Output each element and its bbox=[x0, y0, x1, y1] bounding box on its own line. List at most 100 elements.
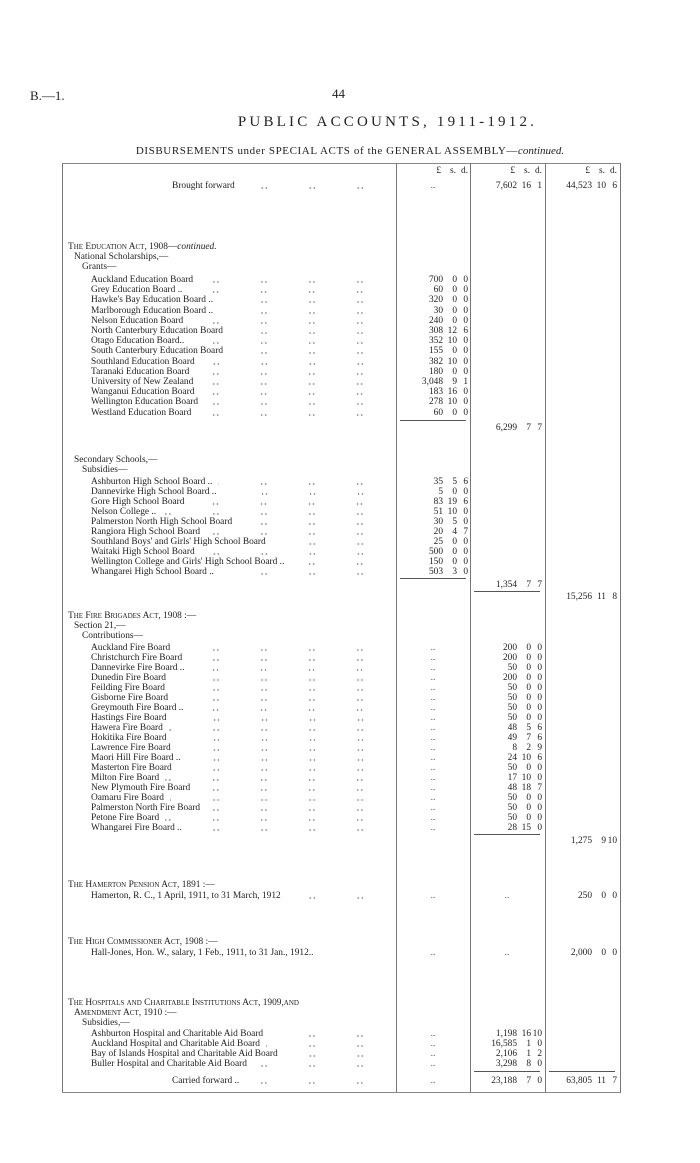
amount-shillings: 12 bbox=[447, 326, 457, 336]
dot-leader bbox=[169, 793, 396, 803]
column-divider bbox=[545, 163, 546, 1093]
act-title: The Fire Brigades Act bbox=[68, 611, 159, 621]
table-row: Nelson College .. 51 10 0 bbox=[62, 507, 620, 517]
row-description: New Plymouth Fire Board bbox=[91, 783, 396, 793]
empty-amount-dots: .. bbox=[430, 663, 436, 673]
table-row: 15,256 11 8 bbox=[62, 592, 620, 602]
row-label: Wanganui Education Board bbox=[91, 387, 195, 398]
amount: 60 0 0 bbox=[396, 285, 470, 295]
dot-leader bbox=[170, 683, 396, 693]
table-row: Dunedin Fire Board.. 200 0 0 bbox=[62, 673, 620, 683]
row-description: Rangiora High School Board bbox=[91, 527, 396, 537]
amount-pounds: 6,299 bbox=[495, 423, 517, 433]
amount-shillings: 0 bbox=[452, 537, 457, 547]
amount-shillings: 10 bbox=[447, 336, 457, 347]
row-description: Auckland Fire Board bbox=[91, 643, 396, 653]
table-row: Palmerston North High School Board 30 5 0 bbox=[62, 517, 620, 527]
amount-pounds: 50 bbox=[507, 693, 517, 703]
amount-shillings: 0 bbox=[452, 557, 457, 567]
row-description: Hokitika Fire Board bbox=[91, 733, 396, 743]
amount-shillings: 11 bbox=[596, 1076, 606, 1086]
amount-pence: 0 bbox=[537, 793, 542, 803]
subtitle-main: DISBURSEMENTS under SPECIAL ACTS of the … bbox=[135, 145, 519, 157]
amount: 352 10 0 bbox=[396, 336, 470, 346]
table-row: Maori Hill Fire Board .... 24 10 6 bbox=[62, 753, 620, 763]
row-label: Hamerton, R. C., 1 April, 1911, to 31 Ma… bbox=[91, 891, 281, 901]
row-description: Hall-Jones, Hon. W., salary, 1 Feb., 191… bbox=[91, 948, 396, 958]
dot-leader bbox=[240, 181, 396, 191]
amount-pence: 0 bbox=[463, 567, 468, 577]
amount-pence: 0 bbox=[463, 275, 468, 285]
amount: 83 19 6 bbox=[396, 497, 470, 507]
dot-leader bbox=[200, 387, 396, 398]
row-description: Wellington College and Girls' High Schoo… bbox=[91, 557, 396, 567]
row-label: , 1908 :— bbox=[179, 937, 218, 947]
header-pounds: £ bbox=[585, 166, 590, 176]
row-description: The High Commissioner Act, 1908 :— bbox=[68, 937, 396, 947]
dot-leader bbox=[218, 477, 396, 487]
dot-leader bbox=[200, 547, 396, 557]
table-row: 1,275 9 10 bbox=[62, 836, 620, 846]
amount-pounds: 5 bbox=[438, 487, 443, 497]
amount-pounds: 23,188 bbox=[491, 1076, 517, 1086]
table-row: Section 21,— bbox=[62, 621, 620, 631]
amount-shillings: 10 bbox=[447, 356, 457, 367]
amount-pence: 2 bbox=[537, 1049, 542, 1059]
header-pounds: £ bbox=[436, 166, 441, 176]
amount-pence: 10 bbox=[607, 836, 617, 846]
table-row: Petone Fire Board.. 50 0 0 bbox=[62, 813, 620, 823]
amount-shillings: 0 bbox=[526, 813, 531, 823]
empty-amount-dots: .. bbox=[430, 1029, 436, 1039]
amount-pence: 0 bbox=[537, 1059, 542, 1069]
empty-amount-dots: .. bbox=[430, 1076, 436, 1086]
sum-rule bbox=[400, 578, 466, 579]
dot-leader bbox=[290, 557, 396, 567]
amount: 50 0 0 bbox=[470, 703, 544, 713]
dot-leader bbox=[222, 487, 396, 497]
act-title: The Hamerton Pension Act bbox=[68, 880, 177, 890]
row-description: The Fire Brigades Act, 1908 :— bbox=[68, 611, 396, 621]
row-description: North Canterbury Education Board bbox=[91, 326, 396, 336]
amount-shillings: 7 bbox=[526, 733, 531, 743]
amount-pence: 0 bbox=[537, 663, 542, 673]
amount-shillings: 7 bbox=[526, 1076, 531, 1086]
empty-amount-dots: .. bbox=[430, 643, 436, 653]
row-description: Ashburton High School Board .. bbox=[91, 477, 396, 487]
act-title: The Education Act bbox=[68, 242, 145, 252]
table-row: Wanganui Education Board 183 16 0 bbox=[62, 387, 620, 398]
row-description: The Hospitals and Charitable Institution… bbox=[68, 998, 396, 1008]
row-label: Petone Fire Board bbox=[91, 813, 160, 823]
amount-pounds: 20 bbox=[433, 527, 443, 537]
act-title-suffix: and bbox=[283, 998, 299, 1008]
amount-pounds: 700 bbox=[428, 275, 443, 285]
row-description: Hawke's Bay Education Board .. bbox=[91, 295, 396, 306]
amount: 30 0 0 bbox=[396, 306, 470, 316]
dot-leader bbox=[162, 507, 396, 517]
amount-pence: 6 bbox=[612, 181, 617, 191]
amount-pounds: 35 bbox=[433, 477, 443, 487]
page-subtitle: DISBURSEMENTS under SPECIAL ACTS of the … bbox=[50, 145, 650, 157]
row-label: Southland Boys' and Girls' High School B… bbox=[91, 537, 266, 547]
dot-leader bbox=[252, 1059, 396, 1069]
amount-pounds: 51 bbox=[433, 507, 443, 517]
empty-amount-dots: .. bbox=[430, 803, 436, 813]
amount-shillings: 11 bbox=[596, 592, 606, 602]
table-row: South Canterbury Education Board 155 0 0 bbox=[62, 346, 620, 357]
dot-leader bbox=[172, 733, 396, 743]
amount-shillings: 5 bbox=[452, 517, 457, 527]
row-label: Hastings Fire Board bbox=[91, 713, 167, 723]
table-row: Grey Education Board .. 60 0 0 bbox=[62, 285, 620, 296]
row-label: Palmerston North Fire Board bbox=[91, 803, 201, 813]
row-label: Dannevirke High School Board .. bbox=[91, 487, 217, 497]
row-label: Westland Education Board bbox=[91, 407, 192, 418]
amount-shillings: 5 bbox=[452, 477, 457, 487]
amount-shillings: 8 bbox=[526, 1059, 531, 1069]
dot-leader bbox=[199, 377, 396, 387]
row-description: Southland Boys' and Girls' High School B… bbox=[91, 537, 396, 547]
amount-pounds: 48 bbox=[507, 783, 517, 793]
table-row: Auckland Hospital and Charitable Aid Boa… bbox=[62, 1039, 620, 1049]
row-label: Gisborne Fire Board bbox=[91, 693, 169, 703]
amount-shillings: 0 bbox=[452, 275, 457, 285]
empty-amount-dots: .. bbox=[430, 793, 436, 803]
